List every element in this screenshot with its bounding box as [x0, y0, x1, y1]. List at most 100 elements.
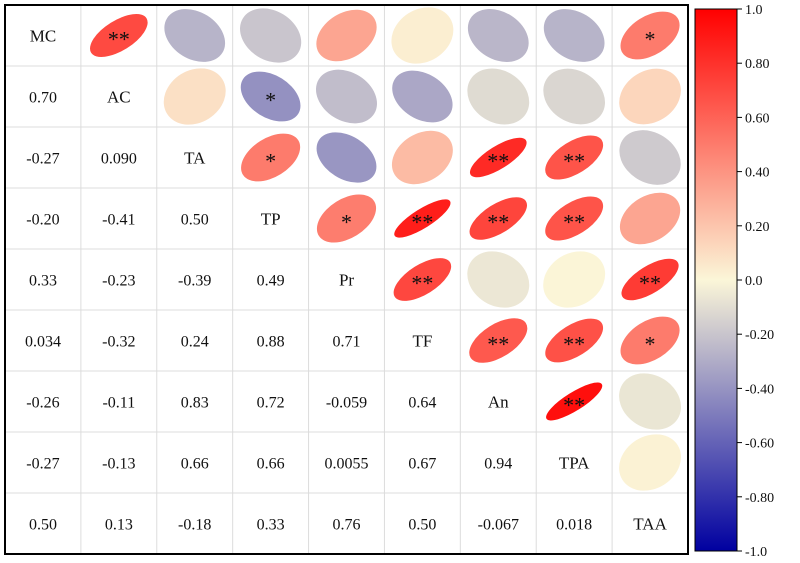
diagonal-label: Pr	[339, 271, 354, 290]
diagonal-variable-labels: MC AC TA TP Pr TF An TPA TAA	[30, 27, 668, 534]
colorbar-tick-label: 1.0	[745, 3, 763, 18]
correlation-value-label: -0.067	[478, 517, 519, 534]
significance-marker: *	[265, 88, 276, 113]
correlation-value-label: 0.72	[257, 395, 285, 412]
diagonal-label: An	[488, 393, 509, 412]
correlation-value-label: -0.27	[26, 151, 59, 168]
significance-marker: **	[563, 149, 585, 174]
correlation-ellipse	[621, 258, 679, 301]
correlation-value-label: -0.18	[178, 517, 211, 534]
colorbar-tick-label: -0.60	[745, 437, 774, 452]
correlation-value-label: 0.50	[29, 517, 57, 534]
correlation-value-label: -0.26	[26, 395, 59, 412]
correlation-value-label: 0.83	[181, 395, 209, 412]
correlation-ellipse	[543, 251, 606, 308]
colorbar-ticks: 1.0 0.80 0.60 0.40 0.20 0.0 -0.20 -0.40 -0.60 -0.…	[737, 3, 774, 560]
correlation-ellipse	[316, 132, 377, 183]
significance-marker: **	[639, 271, 661, 296]
significance-marker: **	[411, 271, 433, 296]
significance-marker: **	[487, 332, 509, 357]
correlation-value-label: 0.034	[25, 334, 61, 351]
correlation-value-label: 0.090	[101, 151, 137, 168]
colorbar-tick-label: 0.20	[745, 220, 770, 235]
colorbar-tick-label: -0.80	[745, 491, 774, 506]
colorbar-tick-label: 0.80	[745, 57, 770, 72]
correlation-value-label: 0.71	[333, 334, 361, 351]
correlation-value-label: 0.0055	[325, 456, 369, 473]
correlation-value-label: 0.13	[105, 517, 133, 534]
correlation-ellipse	[240, 8, 302, 63]
correlation-ellipse	[543, 9, 605, 62]
correlation-ellipse	[469, 318, 528, 363]
correlation-value-label: -0.059	[326, 395, 367, 412]
colorbar-tick-label: 0.60	[745, 111, 770, 126]
correlation-ellipse	[620, 11, 680, 60]
correlation-value-label: 0.66	[257, 456, 285, 473]
correlation-value-label: -0.13	[102, 456, 135, 473]
diagonal-label: TP	[261, 210, 281, 229]
correlation-value-label: 0.70	[29, 90, 57, 107]
diagonal-label: TA	[184, 149, 206, 168]
diagonal-label: AC	[107, 88, 131, 107]
correlation-ellipse	[391, 130, 453, 185]
correlation-ellipse	[241, 133, 301, 182]
correlation-ellipse	[469, 197, 528, 240]
lower-triangle-labels: 0.70 -0.27 0.090 -0.20 -0.41 0.50 0.33 -0.23 -0.…	[25, 90, 592, 534]
diagonal-label: MC	[30, 27, 56, 46]
diagonal-label: TAA	[633, 515, 667, 534]
correlation-value-label: 0.33	[257, 517, 285, 534]
correlation-value-label: 0.24	[181, 334, 209, 351]
correlation-ellipse	[90, 13, 148, 58]
correlation-ellipse	[545, 135, 604, 180]
matrix-grid	[5, 5, 688, 554]
correlation-ellipse	[619, 192, 681, 245]
correlation-ellipse	[619, 434, 682, 491]
correlation-value-label: -0.41	[102, 212, 135, 229]
correlation-ellipse	[392, 70, 453, 123]
correlation-ellipse	[391, 7, 454, 64]
correlation-value-label: 0.33	[29, 273, 57, 290]
correlation-ellipse	[467, 68, 530, 125]
correlation-ellipse	[163, 68, 226, 125]
colorbar-tick-label: 0.0	[745, 274, 763, 289]
correlation-value-label: -0.23	[102, 273, 135, 290]
significance-marker: **	[108, 27, 130, 52]
colorbar-tick-label: -1.0	[745, 545, 767, 560]
correlation-ellipse	[620, 316, 680, 365]
correlation-ellipse	[543, 68, 606, 125]
correlation-ellipse	[240, 71, 301, 122]
correlation-ellipse	[394, 199, 451, 238]
correlation-value-label: -0.32	[102, 334, 135, 351]
correlation-ellipse	[393, 258, 452, 301]
significance-marker: **	[563, 210, 585, 235]
correlation-value-label: 0.76	[333, 517, 361, 534]
correlation-ellipse	[619, 68, 681, 125]
correlation-ellipse	[467, 251, 530, 308]
correlation-value-label: 0.018	[556, 517, 592, 534]
correlation-value-label: 0.66	[181, 456, 209, 473]
significance-marker: **	[563, 332, 585, 357]
correlation-ellipse	[467, 8, 529, 63]
significance-marker: *	[341, 210, 352, 235]
colorbar-tick-label: -0.40	[745, 382, 774, 397]
colorbar-tick-label: -0.20	[745, 328, 774, 343]
correlation-ellipse	[164, 9, 226, 62]
correlation-ellipse	[619, 373, 682, 430]
correlation-value-label: -0.39	[178, 273, 211, 290]
significance-marker: *	[645, 332, 656, 357]
correlation-value-label: 0.50	[408, 517, 436, 534]
diagonal-label: TF	[412, 332, 432, 351]
correlation-ellipse	[316, 194, 377, 243]
correlation-ellipse	[545, 196, 604, 241]
correlation-ellipse	[546, 382, 603, 421]
correlation-ellipse	[619, 130, 681, 185]
significance-marker: *	[265, 149, 276, 174]
correlation-value-label: 0.50	[181, 212, 209, 229]
significance-marker: **	[563, 393, 585, 418]
correlation-value-label: 0.94	[484, 456, 512, 473]
diagonal-label: TPA	[559, 454, 590, 473]
colorbar-tick-label: 0.40	[745, 166, 770, 181]
colorbar-gradient	[694, 8, 738, 552]
correlation-ellipse	[469, 137, 527, 178]
